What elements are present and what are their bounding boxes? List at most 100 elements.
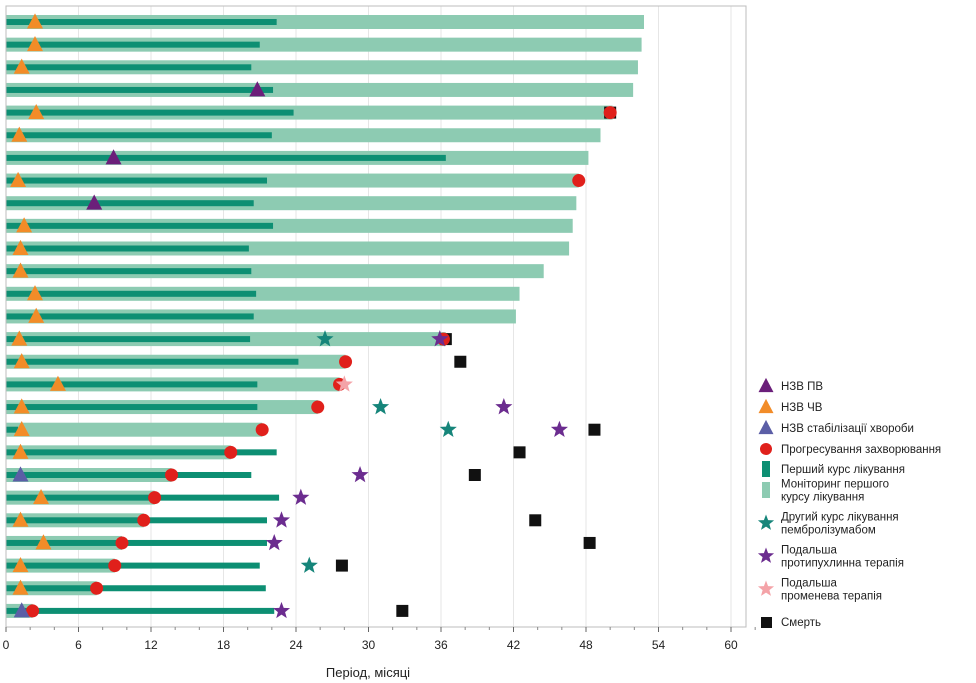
monitoring-bar — [6, 60, 638, 75]
sd-response-marker — [12, 466, 29, 482]
treatment-bar — [6, 200, 254, 207]
second-course-star — [316, 330, 334, 347]
death-marker — [588, 423, 601, 436]
progression-marker — [26, 604, 40, 618]
death-marker — [396, 604, 409, 617]
progression-marker — [90, 581, 104, 595]
legend-item-progression: Прогресування захворювання — [760, 443, 941, 456]
x-tick-label: 6 — [75, 638, 82, 652]
pr-response-marker — [13, 353, 30, 369]
monitoring-bar — [6, 422, 263, 437]
treatment-bar — [6, 494, 280, 501]
x-axis-label: Період, місяці — [326, 665, 410, 680]
pr-response-marker — [27, 13, 43, 29]
cr-response-marker — [86, 194, 103, 210]
legend-square-icon — [761, 617, 772, 628]
x-tick-label: 42 — [507, 638, 521, 652]
treatment-bar — [6, 585, 266, 592]
treatment-bar — [6, 109, 294, 116]
pr-response-marker — [12, 556, 29, 573]
pr-response-marker — [16, 217, 33, 233]
event-markers — [10, 13, 617, 619]
treatment-bar — [6, 336, 251, 343]
monitoring-bar — [6, 309, 516, 324]
further-therapy-star — [431, 330, 449, 347]
legend-label: Перший курс лікування — [781, 464, 905, 476]
further-therapy-star — [265, 533, 283, 551]
legend-label: променева терапія — [781, 591, 882, 603]
treatment-bar — [6, 64, 252, 71]
pr-response-marker — [12, 579, 29, 595]
pr-response-marker — [12, 262, 29, 278]
monitoring-bar — [6, 218, 573, 233]
legend-label: протипухлинна терапія — [781, 558, 904, 570]
patient-bars — [6, 15, 644, 618]
pr-response-marker — [35, 534, 52, 550]
x-tick-label: 60 — [724, 638, 738, 652]
treatment-bar — [6, 19, 277, 25]
death-marker — [335, 559, 348, 572]
treatment-bar — [6, 41, 260, 48]
treatment-bar — [6, 222, 274, 229]
legend-label: НЗВ ЧВ — [781, 402, 823, 414]
legend-bar-icon — [762, 482, 770, 498]
legend-label: Подальша — [781, 578, 837, 590]
legend-star-icon — [757, 547, 775, 563]
legend-item-sd: НЗВ стабілізації хвороби — [758, 419, 914, 435]
legend-item-cr: НЗВ ПВ — [758, 377, 823, 393]
pr-response-marker — [12, 239, 29, 255]
legend-item-pr: НЗВ ЧВ — [758, 398, 823, 414]
monitoring-bar — [6, 105, 613, 120]
cr-response-marker — [249, 81, 266, 97]
pr-response-marker — [28, 307, 45, 323]
pr-response-marker — [27, 36, 43, 52]
pr-response-marker — [27, 285, 43, 301]
x-tick-label: 48 — [579, 638, 593, 652]
progression-marker — [311, 400, 325, 414]
pr-response-marker — [13, 398, 30, 414]
monitoring-bar — [6, 37, 642, 52]
legend-label: Другий курс лікування — [781, 512, 899, 524]
monitoring-bar — [6, 196, 577, 211]
progression-marker — [137, 513, 151, 527]
death-marker — [529, 514, 542, 527]
death-marker — [513, 446, 526, 459]
legend-label: НЗВ стабілізації хвороби — [781, 423, 914, 435]
legend-label: НЗВ ПВ — [781, 381, 823, 393]
treatment-bar — [6, 472, 252, 478]
treatment-bar — [6, 562, 260, 569]
pr-response-marker — [13, 421, 30, 437]
second-course-star — [372, 398, 390, 415]
legend-circle-icon — [760, 443, 772, 455]
progression-marker — [255, 423, 269, 437]
treatment-bar — [6, 154, 446, 161]
monitoring-bar — [6, 286, 520, 301]
treatment-bar — [6, 86, 274, 93]
treatment-bar — [6, 539, 267, 546]
legend-label: пембролізумабом — [781, 525, 876, 537]
treatment-bar — [6, 607, 275, 614]
axes: 0 6 12 18 24 30 36 42 48 54 60 — [3, 5, 756, 652]
treatment-bar — [6, 132, 272, 139]
progression-marker — [115, 536, 129, 550]
legend-triangle-icon — [758, 377, 774, 393]
legend-triangle-icon — [758, 419, 774, 435]
x-tick-label: 24 — [289, 638, 303, 652]
monitoring-bar — [6, 15, 644, 29]
further-therapy-star — [495, 398, 513, 415]
pr-response-marker — [49, 375, 66, 391]
treatment-bar — [6, 245, 249, 252]
second-course-star — [300, 556, 318, 573]
further-therapy-star — [272, 511, 291, 528]
progression-marker — [148, 491, 162, 505]
further-therapy-star — [292, 488, 310, 505]
treatment-bar — [6, 381, 258, 388]
legend-label: Прогресування захворювання — [781, 444, 941, 456]
monitoring-bar — [6, 173, 579, 188]
pr-response-marker — [28, 103, 45, 120]
pr-response-marker — [33, 489, 50, 505]
progression-marker — [108, 559, 122, 573]
legend-item-death: Смерть — [761, 617, 821, 629]
